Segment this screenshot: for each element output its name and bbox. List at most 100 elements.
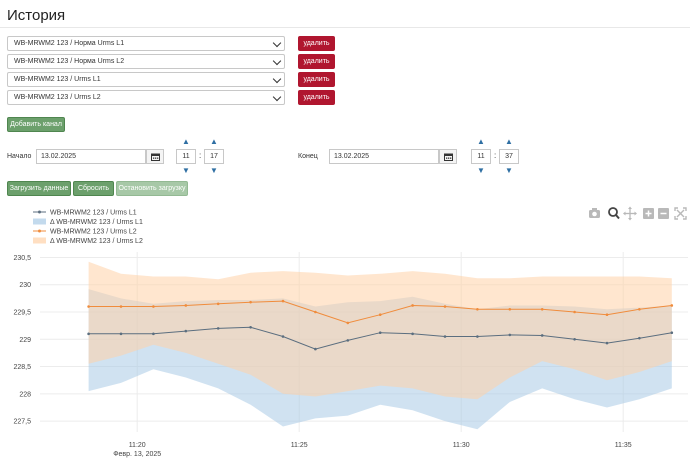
- data-point: [638, 307, 641, 311]
- y-tick-label: 227,5: [13, 419, 31, 426]
- legend-entry: Δ WB-MRWM2 123 / Urms L1: [50, 219, 143, 226]
- start-label: Начало: [7, 153, 32, 160]
- reset-button[interactable]: Сбросить: [73, 181, 114, 196]
- legend-band-swatch: [33, 218, 46, 225]
- data-point: [314, 347, 317, 351]
- data-point: [670, 304, 674, 307]
- stop-loading-button[interactable]: Остановить загрузку: [116, 181, 188, 196]
- start-minute-up-arrow-icon[interactable]: ▲: [210, 137, 218, 146]
- start-hour-input[interactable]: 11: [176, 149, 196, 164]
- end-minute-up-arrow-icon[interactable]: ▲: [505, 137, 513, 146]
- channel-select-value: WB-MRWM2 123 / Urms L1: [14, 76, 101, 83]
- data-point: [152, 332, 155, 336]
- add-channel-button[interactable]: Добавить канал: [7, 117, 65, 132]
- data-point: [184, 329, 188, 333]
- start-minute-input[interactable]: 17: [204, 149, 224, 164]
- load-data-button[interactable]: Загрузить данные: [7, 181, 71, 196]
- data-point: [605, 313, 609, 317]
- start-date-input[interactable]: 13.02.2025: [36, 149, 146, 164]
- data-point: [346, 339, 350, 342]
- delete-channel-button-3[interactable]: удалить: [298, 72, 335, 87]
- data-point: [670, 331, 674, 335]
- end-hour-input[interactable]: 11: [471, 149, 491, 164]
- data-point: [216, 302, 220, 306]
- data-point: [573, 337, 576, 341]
- y-tick-label: 229,5: [13, 310, 31, 317]
- legend-entry: Δ WB-MRWM2 123 / Urms L2: [50, 238, 143, 245]
- zoom-out-icon[interactable]: [658, 208, 669, 219]
- channel-select-4[interactable]: WB-MRWM2 123 / Urms L2: [7, 90, 285, 105]
- start-hour-down-arrow-icon[interactable]: ▼: [182, 166, 190, 175]
- end-date-input[interactable]: 13.02.2025: [329, 149, 439, 164]
- data-point: [119, 305, 123, 308]
- data-point: [281, 335, 285, 338]
- legend-marker: [38, 210, 41, 214]
- data-point: [508, 307, 512, 311]
- delete-channel-button-1[interactable]: удалить: [298, 36, 335, 51]
- channel-select-value: WB-MRWM2 123 / Urms L2: [14, 94, 101, 101]
- channel-select-value: WB-MRWM2 123 / Норма Urms L1: [14, 40, 125, 47]
- calendar-icon: [151, 153, 160, 161]
- autoscale-icon[interactable]: [674, 207, 687, 220]
- data-point: [281, 299, 285, 303]
- data-point: [378, 313, 382, 317]
- chart-legend: WB-MRWM2 123 / Urms L1 Δ WB-MRWM2 123 / U…: [33, 210, 143, 245]
- page-title: История: [7, 7, 66, 24]
- chevron-down-icon: [272, 38, 282, 48]
- data-point: [540, 334, 544, 337]
- channel-select-3[interactable]: WB-MRWM2 123 / Urms L1: [7, 72, 285, 87]
- y-tick-label: 230: [19, 282, 31, 289]
- legend-marker: [38, 229, 41, 233]
- data-point: [87, 305, 90, 308]
- zoom-in-icon[interactable]: [643, 208, 654, 219]
- y-tick-label: 230,5: [13, 255, 31, 262]
- x-tick-label: 11:25: [291, 442, 308, 449]
- modebar: [589, 206, 687, 221]
- data-point: [152, 305, 155, 308]
- y-tick-label: 228,5: [13, 364, 31, 371]
- delete-channel-button-4[interactable]: удалить: [298, 90, 335, 105]
- data-point: [573, 310, 576, 314]
- data-point: [476, 307, 479, 311]
- pan-icon[interactable]: [623, 206, 637, 221]
- data-point: [443, 335, 447, 338]
- y-axis-ticks: 227,5 228 228,5 229 229,5 230 230,5: [13, 255, 31, 426]
- data-point: [443, 305, 447, 308]
- x-axis-ticks: 11:20 11:25 11:30 11:35 Февр. 13, 2025: [113, 442, 632, 458]
- channel-select-2[interactable]: WB-MRWM2 123 / Норма Urms L2: [7, 54, 285, 69]
- channel-select-1[interactable]: WB-MRWM2 123 / Норма Urms L1: [7, 36, 285, 51]
- time-separator: :: [199, 151, 202, 160]
- camera-icon[interactable]: [589, 208, 600, 218]
- chevron-down-icon: [272, 92, 282, 102]
- end-label: Конец: [298, 153, 318, 160]
- end-hour-up-arrow-icon[interactable]: ▲: [477, 137, 485, 146]
- end-hour-down-arrow-icon[interactable]: ▼: [477, 166, 485, 175]
- data-point: [638, 336, 641, 340]
- data-point: [249, 325, 252, 329]
- data-point: [346, 321, 350, 325]
- data-point: [411, 304, 414, 307]
- start-minute-down-arrow-icon[interactable]: ▼: [210, 166, 218, 175]
- band--wb-mrwm2-123-urms-l2: [88, 261, 672, 400]
- data-point: [508, 333, 512, 337]
- data-point: [378, 331, 382, 335]
- chart-bands: [88, 261, 672, 430]
- x-tick-label: 11:20: [129, 442, 146, 449]
- legend-band-swatch: [33, 237, 46, 244]
- history-chart: 227,5 228 228,5 229 229,5 230 230,5 11:20 11:25…: [13, 206, 688, 458]
- end-calendar-button[interactable]: [439, 149, 457, 164]
- y-tick-label: 228: [19, 391, 31, 398]
- data-point: [605, 341, 609, 345]
- data-point: [476, 335, 479, 338]
- time-separator: :: [494, 151, 497, 160]
- start-hour-up-arrow-icon[interactable]: ▲: [182, 137, 190, 146]
- end-minute-input[interactable]: 37: [499, 149, 519, 164]
- data-point: [184, 304, 188, 307]
- title-divider: [0, 27, 690, 28]
- chart-lines: [87, 299, 674, 351]
- chevron-down-icon: [272, 74, 282, 84]
- zoom-icon[interactable]: [608, 207, 620, 220]
- start-calendar-button[interactable]: [146, 149, 164, 164]
- end-minute-down-arrow-icon[interactable]: ▼: [505, 166, 513, 175]
- delete-channel-button-2[interactable]: удалить: [298, 54, 335, 69]
